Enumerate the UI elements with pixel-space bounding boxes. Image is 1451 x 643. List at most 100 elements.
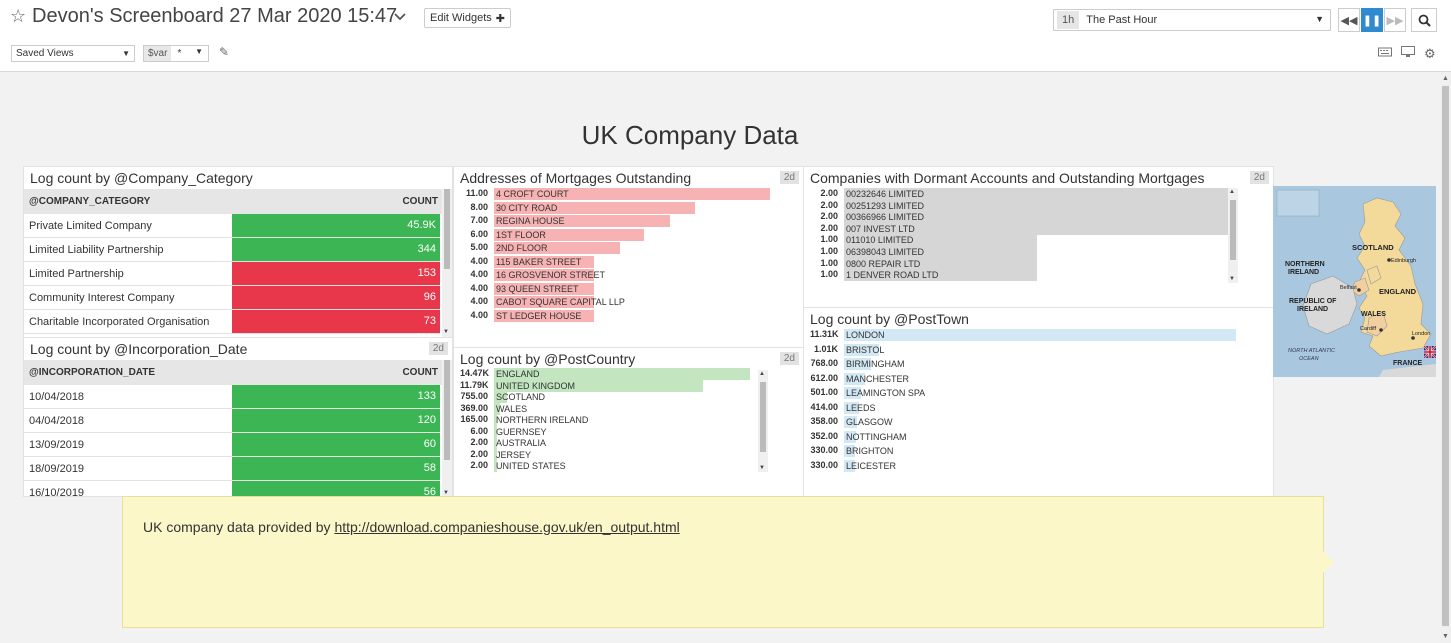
pause-button[interactable]: ❚❚ bbox=[1361, 8, 1383, 32]
widget-scrollbar[interactable]: ▼ bbox=[442, 360, 452, 496]
toplist-row[interactable]: 330.00 LEICESTER bbox=[810, 459, 1242, 472]
toplist-row[interactable]: 11.79K UNITED KINGDOM bbox=[460, 379, 756, 392]
toplist-row[interactable]: 11.31K LONDON bbox=[810, 329, 1242, 341]
caret-down-icon: ▼ bbox=[1315, 14, 1324, 24]
toplist-row[interactable]: 2.00 00366966 LIMITED bbox=[810, 211, 1235, 224]
toplist-row[interactable]: 358.00 GLASGOW bbox=[810, 416, 1242, 428]
board-title[interactable]: Devon's Screenboard 27 Mar 2020 15:47 bbox=[32, 5, 398, 27]
table-row[interactable]: Limited Partnership 153 bbox=[24, 262, 440, 286]
toplist-row[interactable]: 330.00 BRIGHTON bbox=[810, 445, 1242, 457]
toplist-row[interactable]: 4.00 ST LEDGER HOUSE bbox=[460, 309, 776, 322]
toplist-row[interactable]: 4.00 16 GROSVENOR STREET bbox=[460, 269, 776, 281]
scroll-down-icon[interactable]: ▼ bbox=[759, 465, 765, 471]
toplist-row[interactable]: 7.00 REGINA HOUSE bbox=[460, 215, 776, 227]
scroll-up-icon[interactable]: ▲ bbox=[759, 371, 765, 377]
rewind-button[interactable]: ◀◀ bbox=[1338, 8, 1360, 32]
widget-scrollbar-thumb[interactable] bbox=[444, 360, 450, 460]
table-row[interactable]: Private Limited Company 45.9K bbox=[24, 214, 440, 238]
saved-views-select[interactable]: Saved Views ▼ bbox=[11, 45, 135, 62]
table-row[interactable]: 16/10/2019 56 bbox=[24, 481, 440, 496]
toplist-row[interactable]: 2.00 00251293 LIMITED bbox=[810, 199, 1235, 212]
chevron-down-icon[interactable] bbox=[394, 9, 406, 24]
toplist-row[interactable]: 5.00 2ND FLOOR bbox=[460, 242, 776, 254]
toplist-row[interactable]: 6.00 1ST FLOOR bbox=[460, 228, 776, 241]
toplist-row[interactable]: 501.00 LEAMINGTON SPA bbox=[810, 387, 1242, 399]
scroll-down-icon[interactable]: ▼ bbox=[443, 490, 449, 496]
toplist-row[interactable]: 1.00 011010 LIMITED bbox=[810, 234, 1235, 247]
table-row[interactable]: 10/04/2018 133 bbox=[24, 385, 440, 409]
post-country-toplist-widget[interactable]: Log count by @PostCountry 2d 14.47K ENGLA… bbox=[453, 347, 804, 497]
toplist-row[interactable]: 4.00 CABOT SQUARE CAPITAL LLP bbox=[460, 296, 776, 308]
toplist-row[interactable]: 2.00 007 INVEST LTD bbox=[810, 222, 1235, 235]
scroll-down-icon[interactable]: ▼ bbox=[1442, 633, 1449, 640]
toplist-row[interactable]: 4.00 115 BAKER STREET bbox=[460, 255, 776, 268]
search-button[interactable] bbox=[1411, 8, 1437, 32]
toplist-row[interactable]: 2.00 JERSEY bbox=[460, 448, 756, 461]
timeframe-badge: 2d bbox=[1249, 171, 1269, 184]
table-row[interactable]: Limited Liability Partnership 344 bbox=[24, 238, 440, 262]
toplist-row[interactable]: 8.00 30 CITY ROAD bbox=[460, 201, 776, 214]
scroll-up-icon[interactable]: ▲ bbox=[1229, 189, 1235, 195]
toplist-row[interactable]: 369.00 WALES bbox=[460, 402, 756, 415]
gear-icon[interactable]: ⚙ bbox=[1424, 46, 1436, 61]
toplist-row[interactable]: 414.00 LEEDS bbox=[810, 401, 1242, 414]
toplist-row[interactable]: 612.00 MANCHESTER bbox=[810, 372, 1242, 385]
table-row[interactable]: 13/09/2019 60 bbox=[24, 433, 440, 457]
toplist-bar bbox=[844, 387, 862, 399]
toplist-row[interactable]: 2.00 UNITED STATES bbox=[460, 460, 756, 472]
toplist-row[interactable]: 768.00 BIRMINGHAM bbox=[810, 358, 1242, 370]
scroll-down-icon[interactable]: ▼ bbox=[443, 329, 449, 335]
tv-mode-icon[interactable] bbox=[1401, 46, 1415, 61]
toplist-row[interactable]: 2.00 00232646 LIMITED bbox=[810, 188, 1235, 200]
mortgages-toplist-widget[interactable]: Addresses of Mortgages Outstanding 2d 11… bbox=[453, 166, 804, 348]
template-variable-select[interactable]: $var * ▼ bbox=[143, 45, 209, 62]
caret-down-icon: ▼ bbox=[195, 47, 203, 56]
scroll-up-icon[interactable]: ▲ bbox=[1442, 75, 1449, 82]
table-row[interactable]: Charitable Incorporated Organisation 73 bbox=[24, 310, 440, 334]
widget-scrollbar-thumb[interactable] bbox=[444, 189, 450, 269]
toplist-bar bbox=[494, 437, 497, 449]
toplist-label: LEICESTER bbox=[846, 460, 897, 471]
widget-title: Log count by @PostTown bbox=[810, 311, 969, 327]
toplist-row[interactable]: 755.00 SCOTLAND bbox=[460, 391, 756, 403]
pencil-icon[interactable]: ✎ bbox=[219, 45, 230, 59]
table-row[interactable]: 04/04/2018 120 bbox=[24, 409, 440, 433]
edit-widgets-button[interactable]: Edit Widgets ✚ bbox=[424, 8, 511, 28]
forward-button[interactable]: ▶▶ bbox=[1384, 8, 1406, 32]
toplist-row[interactable]: 4.00 93 QUEEN STREET bbox=[460, 282, 776, 295]
companies-house-link[interactable]: http://download.companieshouse.gov.uk/en… bbox=[334, 519, 680, 535]
toplist-row[interactable]: 1.00 06398043 LIMITED bbox=[810, 246, 1235, 258]
page-scrollbar[interactable]: ▲ ▼ bbox=[1440, 72, 1451, 643]
toplist-value: 165.00 bbox=[460, 414, 488, 424]
toplist-row[interactable]: 1.00 0800 REPAIR LTD bbox=[810, 257, 1235, 270]
table-row[interactable]: 18/09/2019 58 bbox=[24, 457, 440, 481]
row-label: 13/09/2019 bbox=[29, 439, 85, 451]
toplist-row[interactable]: 2.00 AUSTRALIA bbox=[460, 437, 756, 449]
widget-scrollbar[interactable]: ▼ bbox=[442, 189, 452, 337]
company-category-widget[interactable]: Log count by @Company_Category @COMPANY_… bbox=[23, 166, 453, 338]
toplist-label: NORTHERN IRELAND bbox=[496, 415, 589, 425]
time-range-select[interactable]: 1h The Past Hour ▼ bbox=[1053, 9, 1331, 31]
keyboard-icon[interactable] bbox=[1378, 46, 1392, 60]
post-town-toplist-widget[interactable]: Log count by @PostTown 11.31K LONDON 1.01K… bbox=[803, 307, 1274, 497]
toplist-row[interactable]: 11.00 4 CROFT COURT bbox=[460, 188, 776, 200]
toplist-row[interactable]: 1.00 1 DENVER ROAD LTD bbox=[810, 269, 1235, 282]
dormant-accounts-toplist-widget[interactable]: Companies with Dormant Accounts and Outs… bbox=[803, 166, 1274, 308]
widget-scrollbar-thumb[interactable] bbox=[760, 382, 766, 452]
widget-scrollbar-thumb[interactable] bbox=[1230, 200, 1236, 260]
toplist-row[interactable]: 14.47K ENGLAND bbox=[460, 368, 756, 380]
incorporation-date-widget[interactable]: Log count by @Incorporation_Date 2d @INC… bbox=[23, 337, 453, 497]
toplist-row[interactable]: 1.01K BRISTOL bbox=[810, 343, 1242, 356]
toplist-row[interactable]: 6.00 GUERNSEY bbox=[460, 425, 756, 438]
toplist-row[interactable]: 352.00 NOTTINGHAM bbox=[810, 430, 1242, 443]
scroll-down-icon[interactable]: ▼ bbox=[1229, 276, 1235, 282]
widget-scrollbar[interactable]: ▲ ▼ bbox=[758, 370, 768, 472]
page-scrollbar-thumb[interactable] bbox=[1442, 86, 1449, 626]
toplist-row[interactable]: 165.00 NORTHERN IRELAND bbox=[460, 414, 756, 426]
favorite-star-icon[interactable]: ☆ bbox=[10, 6, 27, 26]
row-label: Limited Liability Partnership bbox=[29, 244, 164, 256]
row-label: 18/09/2019 bbox=[29, 463, 85, 475]
table-row[interactable]: Community Interest Company 96 bbox=[24, 286, 440, 310]
toplist-value: 369.00 bbox=[460, 402, 488, 413]
widget-scrollbar[interactable]: ▲ ▼ bbox=[1228, 188, 1238, 283]
